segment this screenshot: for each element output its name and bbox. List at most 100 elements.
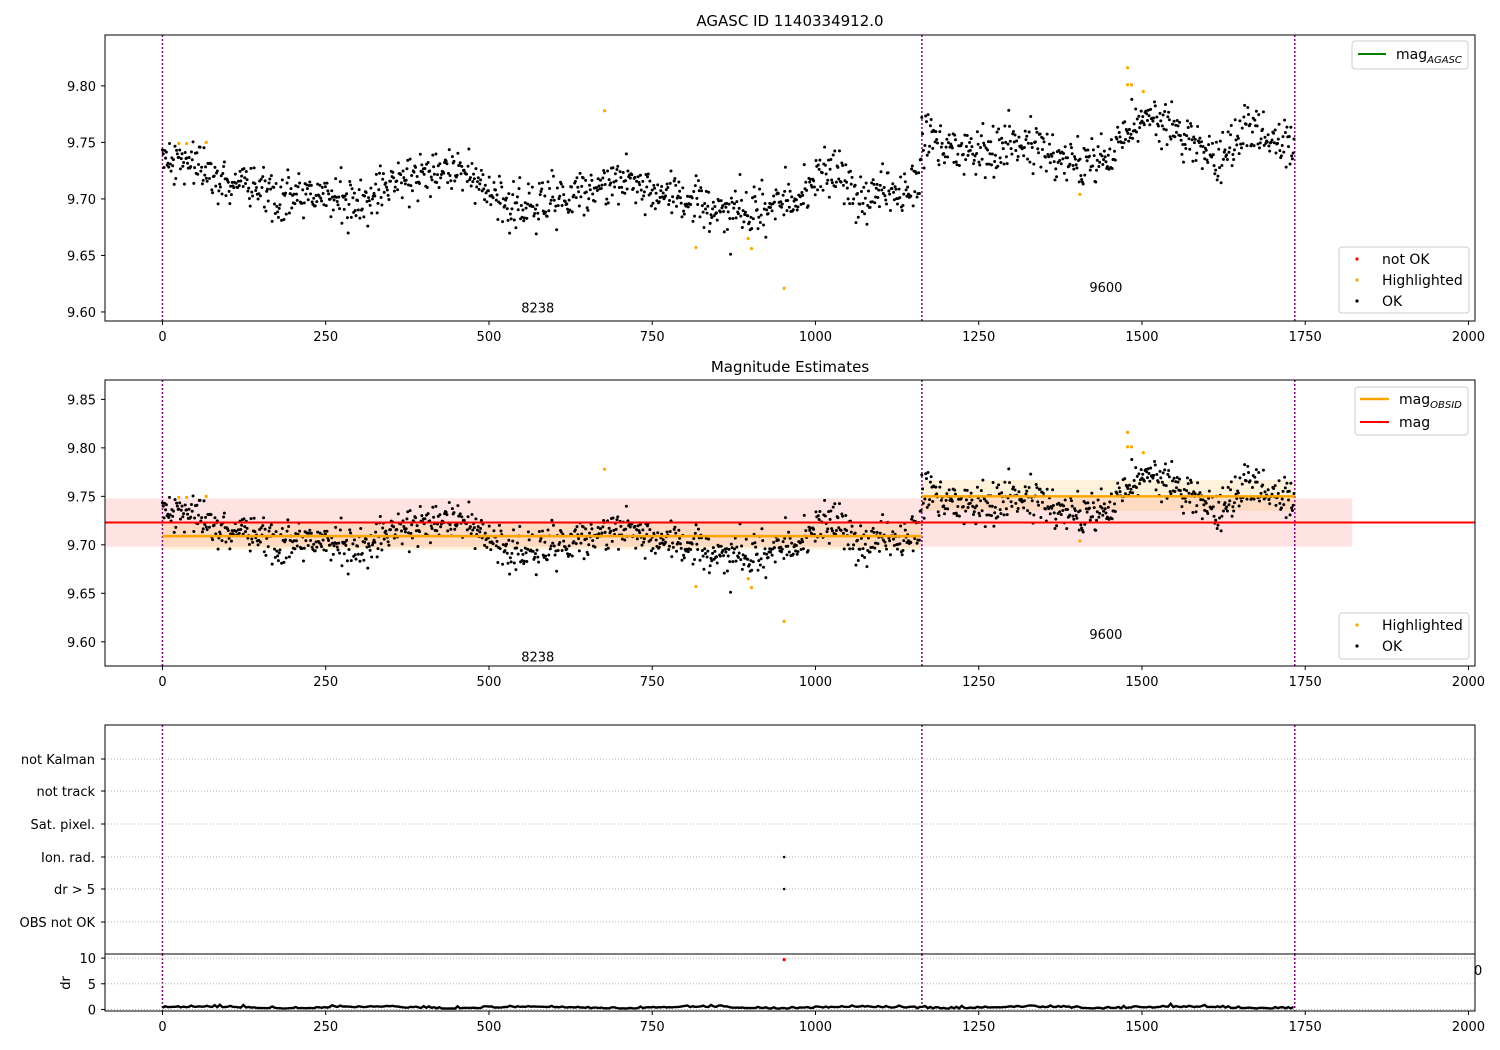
agasc-ok-point xyxy=(1259,137,1263,141)
agasc-ok-point xyxy=(940,141,944,145)
estimates-ok-point xyxy=(1094,528,1098,532)
estimates-ok-point xyxy=(677,528,681,532)
estimates-ok-point xyxy=(1113,502,1117,506)
agasc-ok-point xyxy=(1181,143,1185,147)
estimates-ok-point xyxy=(1258,499,1262,503)
agasc-ok-point xyxy=(1220,164,1224,168)
agasc-ok-point xyxy=(1213,172,1217,176)
agasc-ok-point xyxy=(642,190,646,194)
agasc-ok-point xyxy=(1206,160,1210,164)
estimates-ok-point xyxy=(903,528,907,532)
agasc-ok-point xyxy=(670,211,674,215)
agasc-ok-point xyxy=(495,193,499,197)
agasc-ok-point xyxy=(1158,111,1162,115)
agasc-ok-point xyxy=(216,202,220,206)
estimates-ok-point xyxy=(1196,481,1200,485)
agasc-ok-point xyxy=(607,178,611,182)
agasc-ok-point xyxy=(1003,124,1007,128)
agasc-ok-point xyxy=(841,183,845,187)
estimates-ok-point xyxy=(1184,500,1188,504)
estimates-ok-point xyxy=(273,547,277,551)
estimates-ok-point xyxy=(466,515,470,519)
estimates-ok-point xyxy=(1066,508,1070,512)
estimates-ok-point xyxy=(935,492,939,496)
agasc-xtick-label: 1000 xyxy=(799,330,832,345)
estimates-ok-point xyxy=(757,559,761,563)
agasc-ok-point xyxy=(620,190,624,194)
agasc-ok-point xyxy=(788,189,792,193)
estimates-ok-point xyxy=(508,556,512,560)
agasc-ok-point xyxy=(653,186,657,190)
estimates-ok-point xyxy=(309,531,313,535)
legend-highlighted: Highlighted xyxy=(1382,273,1463,289)
estimates-ok-point xyxy=(997,492,1001,496)
agasc-ok-point xyxy=(624,179,628,183)
estimates-ok-point xyxy=(346,572,350,576)
estimates-ok-point xyxy=(685,540,689,544)
agasc-ok-point xyxy=(900,209,904,213)
agasc-ok-point xyxy=(715,218,719,222)
agasc-ok-point xyxy=(644,173,648,177)
estimates-ok-point xyxy=(1243,463,1247,467)
agasc-ok-point xyxy=(189,165,193,169)
agasc-ok-point xyxy=(845,180,849,184)
estimates-ok-point xyxy=(1167,475,1171,479)
estimates-ok-point xyxy=(1230,514,1234,518)
agasc-ok-point xyxy=(437,185,441,189)
agasc-ok-point xyxy=(1058,159,1062,163)
estimates-ok-point xyxy=(741,553,745,557)
estimates-ok-point xyxy=(579,541,583,545)
estimates-ok-point xyxy=(524,551,528,555)
agasc-ok-point xyxy=(273,212,277,216)
agasc-ok-point xyxy=(257,192,261,196)
agasc-ok-point xyxy=(191,140,195,144)
estimates-ok-point xyxy=(189,515,193,519)
estimates-ok-point xyxy=(1068,513,1072,517)
estimates-ok-point xyxy=(1283,486,1287,490)
agasc-ok-point xyxy=(738,173,742,177)
estimates-ok-point xyxy=(222,515,226,519)
estimates-ok-point xyxy=(386,540,390,544)
estimates-ok-point xyxy=(448,523,452,527)
estimates-ok-point xyxy=(575,525,579,529)
agasc-ok-point xyxy=(968,141,972,145)
agasc-ok-point xyxy=(1153,104,1157,108)
estimates-ok-point xyxy=(171,509,175,513)
estimates-ok-point xyxy=(1284,516,1288,520)
estimates-ok-point xyxy=(473,547,477,551)
estimates-ok-point xyxy=(362,558,366,562)
agasc-ok-point xyxy=(831,153,835,157)
agasc-ok-point xyxy=(690,196,694,200)
agasc-ok-point xyxy=(227,189,231,193)
estimates-ok-point xyxy=(549,544,553,548)
estimates-ok-point xyxy=(506,561,510,565)
agasc-ok-point xyxy=(485,200,489,204)
agasc-ok-point xyxy=(697,189,701,193)
estimates-ok-point xyxy=(403,530,407,534)
estimates-ok-point xyxy=(591,539,595,543)
agasc-ok-point xyxy=(890,186,894,190)
estimates-ok-point xyxy=(537,560,541,564)
agasc-ok-point xyxy=(267,181,271,185)
agasc-ok-point xyxy=(1173,135,1177,139)
estimates-ok-point xyxy=(791,552,795,556)
agasc-ok-point xyxy=(1167,110,1171,114)
agasc-ok-point xyxy=(384,181,388,185)
estimates-ok-point xyxy=(476,525,480,529)
agasc-ok-point xyxy=(200,182,204,186)
estimates-ok-point xyxy=(229,539,233,543)
agasc-ok-point xyxy=(971,162,975,166)
agasc-ok-point xyxy=(320,185,324,189)
agasc-ok-point xyxy=(998,156,1002,160)
estimates-ok-point xyxy=(764,576,768,580)
estimates-ok-point xyxy=(710,559,714,563)
agasc-ok-point xyxy=(212,174,216,178)
estimates-ok-point xyxy=(985,513,989,517)
agasc-ok-point xyxy=(1216,174,1220,178)
agasc-ok-point xyxy=(199,169,203,173)
agasc-ok-point xyxy=(634,201,638,205)
agasc-ok-point xyxy=(1182,132,1186,136)
agasc-ok-point xyxy=(407,183,411,187)
agasc-ok-point xyxy=(823,145,827,149)
estimates-ok-point xyxy=(888,539,892,543)
